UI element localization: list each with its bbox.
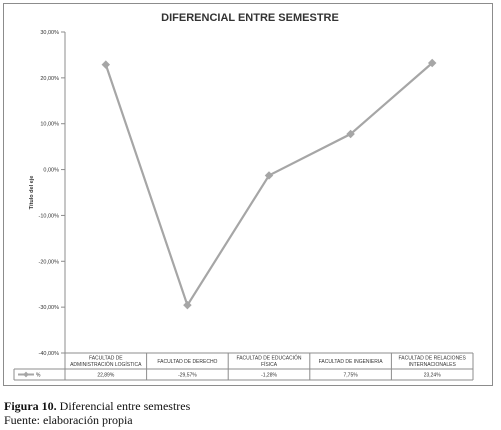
chart-title: DIFERENCIAL ENTRE SEMESTRE xyxy=(161,12,339,24)
y-tick-label: 30,00% xyxy=(40,30,59,36)
figure-caption: Figura 10. Diferencial entre semestres xyxy=(4,399,190,414)
data-point xyxy=(183,300,192,310)
category-label: ADMINISTRACIÓN LOGÍSTICA xyxy=(70,361,142,368)
figure-source: Fuente: elaboración propia xyxy=(4,413,133,427)
y-tick-label: -20,00% xyxy=(39,259,60,265)
y-tick-label: -40,00% xyxy=(39,351,60,357)
category-label: FACULTAD DE EDUCACIÓN xyxy=(236,355,301,362)
category-label: FÍSICA xyxy=(261,361,278,368)
y-tick-label: -30,00% xyxy=(39,305,60,311)
y-tick-label: 0,00% xyxy=(43,168,59,174)
y-axis-title: Título del eje xyxy=(29,176,35,210)
y-tick-label: -10,00% xyxy=(39,213,60,219)
figure-text: Diferencial entre semestres xyxy=(56,399,191,413)
y-tick-label: 20,00% xyxy=(40,76,59,82)
data-value-label: -29,57% xyxy=(178,373,197,379)
category-label: FACULTAD DE xyxy=(89,356,123,362)
legend-marker xyxy=(23,371,29,378)
category-label: FACULTAD DE DERECHO xyxy=(157,359,217,365)
chart-frame xyxy=(3,3,493,386)
data-point xyxy=(101,60,111,69)
category-label: FACULTAD DE INGENIERIA xyxy=(319,359,384,365)
data-value-label: 23,24% xyxy=(424,373,442,379)
category-label: FACULTAD DE RELACIONES xyxy=(399,356,467,362)
data-value-label: 7,75% xyxy=(344,373,359,379)
data-value-label: -1,28% xyxy=(261,373,277,379)
data-point xyxy=(427,58,437,68)
category-label: INTERNACIONALES xyxy=(409,362,457,368)
figure-label: Figura 10. xyxy=(4,399,57,413)
data-point xyxy=(264,171,274,180)
y-tick-label: 10,00% xyxy=(40,122,59,128)
data-point xyxy=(346,129,355,139)
series-line xyxy=(104,62,433,308)
legend-label: % xyxy=(36,373,41,379)
data-value-label: 22,89% xyxy=(97,373,115,379)
